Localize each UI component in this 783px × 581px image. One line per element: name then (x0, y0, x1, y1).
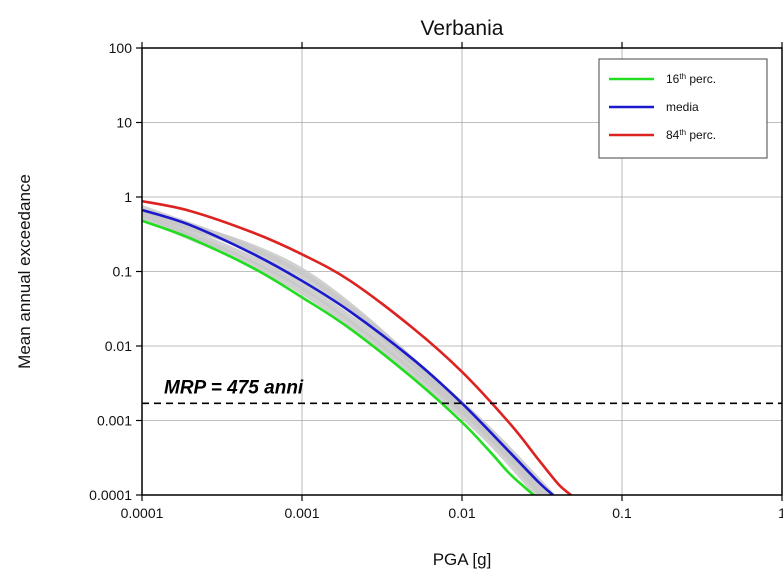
legend-box (598, 58, 768, 159)
legend: 16th perc. media 84th perc. (598, 58, 768, 159)
x-axis-label: PGA [g] (433, 550, 492, 569)
y-tick-label: 0.1 (113, 264, 133, 280)
background-curve (142, 210, 547, 495)
y-tick-label: 0.01 (105, 338, 132, 354)
chart-title: Verbania (421, 17, 504, 40)
background-curve (142, 208, 551, 495)
legend-label: media (666, 100, 699, 114)
mrp-annotation: MRP = 475 anni (164, 377, 304, 398)
y-tick-label: 0.0001 (89, 487, 132, 503)
y-tick-label: 10 (116, 115, 132, 131)
series-line (142, 219, 535, 495)
x-tick-label: 0.01 (448, 505, 475, 521)
reference-line-group: MRP = 475 anni (142, 377, 782, 405)
y-tick-label: 1 (124, 189, 132, 205)
y-tick-label: 0.001 (97, 413, 132, 429)
x-tick-label: 1 (778, 505, 783, 521)
legend-label: 16th perc. (666, 72, 716, 87)
legend-label: 84th perc. (666, 128, 716, 143)
series-line (142, 199, 573, 495)
series-line (142, 208, 555, 495)
x-tick-label: 0.001 (284, 505, 319, 521)
y-axis-label: Mean annual exceedance (15, 174, 34, 369)
x-tick-label: 0.1 (612, 505, 632, 521)
axis-ticks: 0.0001 0.001 0.01 0.1 1 0.0001 0.001 0.01 0.1 1 10… (89, 40, 783, 521)
background-curve (142, 212, 542, 495)
x-tick-label: 0.0001 (121, 505, 164, 521)
series-lines (142, 199, 573, 495)
y-tick-label: 100 (109, 40, 133, 56)
